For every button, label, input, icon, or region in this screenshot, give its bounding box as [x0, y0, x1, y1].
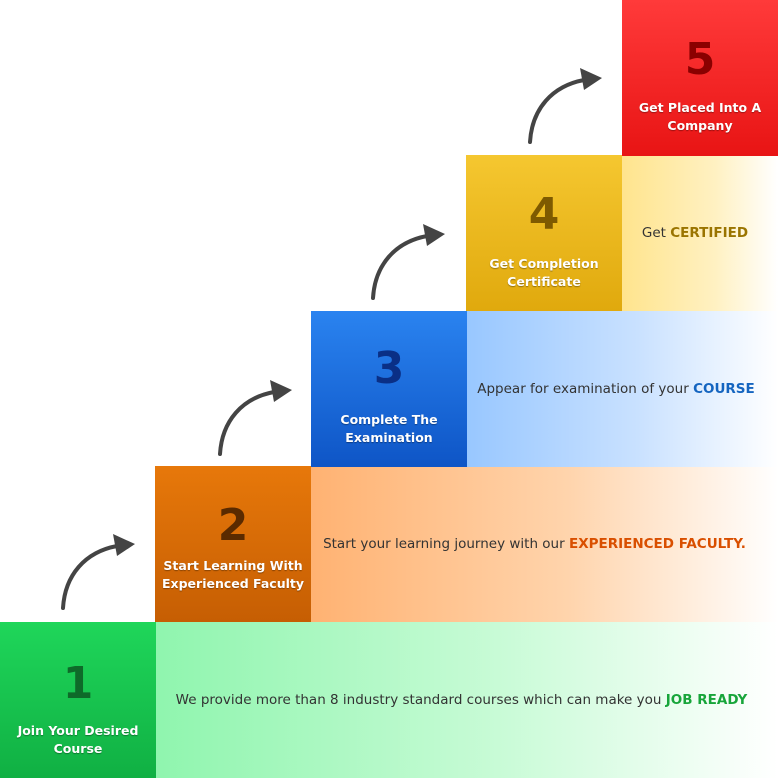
step-4-description: Get CERTIFIED: [641, 225, 749, 241]
step-2-number: 2: [217, 500, 249, 551]
step-3-highlight: COURSE: [693, 381, 755, 397]
curved-arrow-icon-2: [218, 380, 292, 456]
step-2-highlight: EXPERIENCED FACULTY.: [568, 536, 746, 552]
step-3-block: 3 Complete The Examination: [311, 311, 467, 467]
step-1-block: 1 Join Your Desired Course: [0, 622, 156, 778]
step-2-block: 2 Start Learning With Experienced Facult…: [155, 466, 311, 622]
step-1-description: We provide more than 8 industry standard…: [175, 692, 748, 708]
step-4-title: Get Completion Certificate: [489, 256, 599, 289]
step-4-description-band: Get CERTIFIED: [622, 155, 778, 311]
step-3-description: Appear for examination of your COURSE: [477, 381, 755, 397]
step-2-description-band: Start your learning journey with our EXP…: [311, 466, 778, 622]
step-1-description-band: We provide more than 8 industry standard…: [155, 622, 778, 778]
step-4-block: 4 Get Completion Certificate: [466, 155, 622, 311]
step-5-block: 5 Get Placed Into A Company: [622, 0, 778, 156]
step-3-number: 3: [373, 343, 405, 394]
curved-arrow-icon-1: [61, 534, 135, 610]
step-2-description: Start your learning journey with our EXP…: [323, 536, 746, 552]
step-4-number: 4: [528, 189, 560, 240]
step-3-description-band: Appear for examination of your COURSE: [466, 311, 778, 467]
step-5-title: Get Placed Into A Company: [638, 100, 762, 133]
step-4-highlight: CERTIFIED: [670, 225, 749, 241]
step-5-number: 5: [684, 34, 716, 85]
curved-arrow-icon-3: [371, 224, 445, 300]
step-2-title: Start Learning With Experienced Faculty: [162, 558, 304, 591]
curved-arrow-icon-4: [528, 68, 602, 144]
step-1-highlight: JOB READY: [665, 692, 748, 708]
step-1-title: Join Your Desired Course: [17, 723, 139, 756]
step-3-title: Complete The Examination: [340, 412, 438, 445]
step-1-number: 1: [62, 658, 94, 709]
